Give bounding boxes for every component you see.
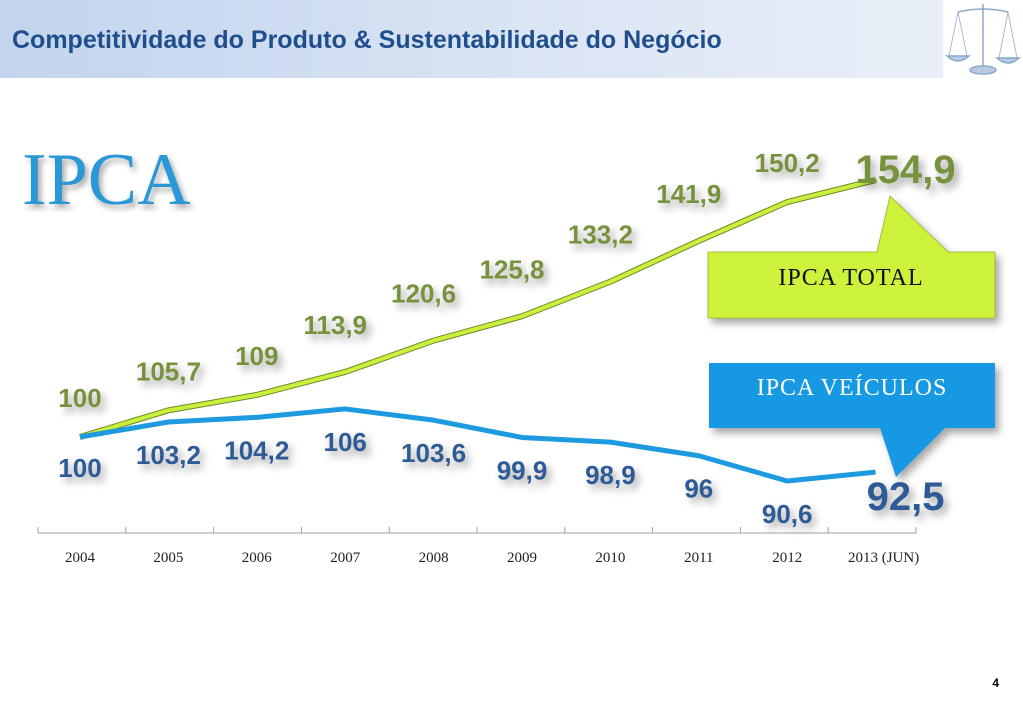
x-tick-label: 2006 — [242, 550, 273, 566]
page-number: 4 — [992, 676, 999, 690]
data-label: 100 — [58, 453, 101, 483]
data-label: 90,6 — [762, 499, 813, 529]
x-tick-label: 2008 — [419, 550, 449, 566]
balance-scale-icon — [944, 0, 1023, 78]
page-title: Competitividade do Produto & Sustentabil… — [12, 26, 722, 54]
data-label: 98,9 — [585, 460, 636, 490]
data-label: 109 — [235, 341, 278, 371]
data-label: 103,6 — [401, 438, 466, 468]
data-label: 113,9 — [303, 310, 367, 340]
data-label: 150,2 — [755, 148, 820, 178]
x-tick-label: 2005 — [153, 550, 183, 566]
x-tick-label: 2004 — [65, 550, 96, 566]
data-label: 103,2 — [136, 440, 201, 470]
header-bar: Competitividade do Produto & Sustentabil… — [0, 0, 943, 78]
data-label: 105,7 — [136, 356, 201, 386]
data-label: 133,2 — [568, 220, 633, 250]
data-label: 154,9 — [856, 148, 956, 192]
series-line-ipca-total — [79, 178, 877, 439]
data-label: 106 — [324, 427, 367, 457]
x-tick-label: 2012 — [772, 550, 802, 566]
callout-ipca-veiculos: IPCA VEÍCULOS — [709, 363, 995, 477]
x-tick-label: 2009 — [507, 550, 537, 566]
callout-ipca-total: IPCA TOTAL — [707, 195, 996, 319]
data-label: 141,9 — [656, 179, 721, 209]
callout-ipca-veiculos-label: IPCA VEÍCULOS — [757, 375, 948, 401]
data-label: 104,2 — [224, 435, 289, 465]
x-tick-label: 2013 (JUN) — [848, 550, 919, 566]
data-label: 99,9 — [497, 455, 548, 485]
x-tick-label: 2007 — [330, 550, 361, 566]
data-label: 125,8 — [479, 254, 544, 284]
series-line-ipca-veiculos — [79, 406, 876, 484]
callout-ipca-total-label: IPCA TOTAL — [778, 265, 923, 291]
x-tick-label: 2011 — [684, 550, 713, 566]
data-label: 96 — [684, 474, 713, 504]
data-label: 100 — [58, 383, 101, 413]
data-label: 120,6 — [391, 279, 456, 309]
chart-title: IPCA — [22, 139, 191, 221]
x-tick-label: 2010 — [595, 550, 625, 566]
data-label: 92,5 — [867, 475, 945, 519]
